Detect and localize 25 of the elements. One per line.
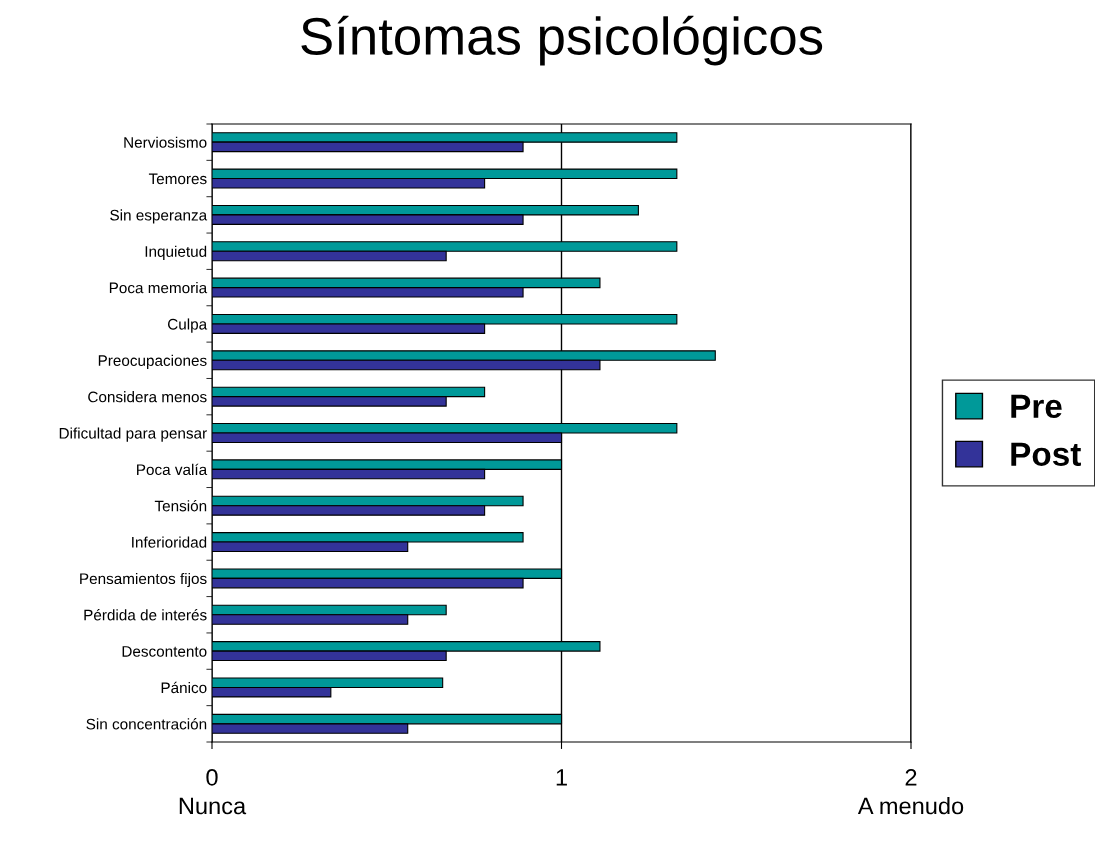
legend-label: Pre bbox=[1011, 394, 1062, 419]
y-tick-label: Tensión bbox=[154, 499, 207, 512]
text: A menudo bbox=[857, 796, 964, 815]
y-tick-label: Poca memoria bbox=[109, 282, 208, 294]
y-tick-label: Culpa bbox=[168, 318, 208, 333]
y-tick-label: Pensamientos fijos bbox=[80, 572, 207, 588]
y-tick-label: Temores bbox=[148, 173, 207, 185]
y-tick-label: Poca valía bbox=[137, 463, 208, 476]
y-tick-label: Sin esperanza bbox=[110, 209, 208, 224]
chart-title: Síntomas psicológicos bbox=[301, 15, 823, 66]
y-tick-label: Pérdida de interés bbox=[84, 609, 207, 621]
x-tick-label: 1 bbox=[556, 769, 567, 786]
y-tick-label: Descontento bbox=[122, 646, 207, 657]
y-tick-label: Sin concentración bbox=[86, 718, 207, 730]
y-tick-label: Considera menos bbox=[88, 391, 207, 403]
text: Nunca bbox=[179, 797, 247, 815]
y-tick-label: Dificultad para pensar bbox=[59, 427, 207, 442]
y-tick-label: Inferioridad bbox=[132, 536, 207, 548]
legend-label: Post bbox=[1011, 442, 1081, 466]
y-tick-label: Pánico bbox=[161, 681, 207, 694]
x-tick-label: 0 bbox=[206, 769, 218, 786]
y-tick-label: Inquietud bbox=[145, 245, 207, 260]
y-tick-label: Nerviosismo bbox=[124, 136, 207, 148]
y-tick-label: Preocupaciones bbox=[98, 354, 207, 369]
x-tick-label: 2 bbox=[905, 769, 917, 786]
